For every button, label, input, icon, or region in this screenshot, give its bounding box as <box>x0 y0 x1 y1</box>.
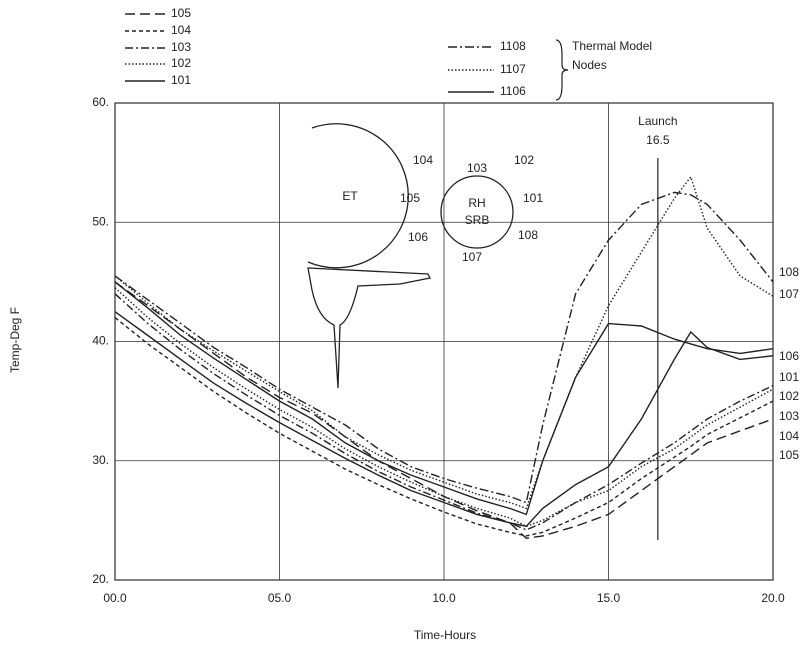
node-label: 105 <box>400 191 420 205</box>
node-label: 104 <box>413 153 433 167</box>
et-outline <box>307 123 409 269</box>
node-label: 106 <box>408 230 428 244</box>
fin-shape <box>307 267 431 389</box>
launch-value: 16.5 <box>646 133 670 147</box>
y-tick-label: 40. <box>92 334 109 348</box>
legend-label: 1108 <box>500 39 526 53</box>
srb-circle <box>440 175 514 249</box>
legend-label: 1106 <box>500 84 526 98</box>
x-tick-label: 20.0 <box>761 591 785 605</box>
launch-label: Launch <box>638 114 677 128</box>
node-label: 107 <box>462 250 482 264</box>
series-line <box>114 175 774 510</box>
y-tick-label: 20. <box>92 572 109 586</box>
legend-label: 104 <box>171 23 191 37</box>
series-line <box>114 317 774 537</box>
end-label: 105 <box>779 448 799 462</box>
legend-label: 101 <box>171 73 191 87</box>
y-tick-label: 30. <box>92 453 109 467</box>
x-tick-label: 10.0 <box>432 591 456 605</box>
et-label: ET <box>342 189 358 203</box>
x-tick-label: 00.0 <box>103 591 127 605</box>
legend-group-label: Thermal Model <box>572 39 652 53</box>
node-label: 108 <box>518 228 538 242</box>
end-label: 106 <box>779 349 799 363</box>
y-tick-label: 50. <box>92 214 109 228</box>
srb-label: RH <box>468 196 485 210</box>
series-line <box>114 311 774 528</box>
end-label: 108 <box>779 265 799 279</box>
legend-label: 102 <box>171 56 191 70</box>
series-line <box>114 191 774 504</box>
x-tick-label: 15.0 <box>597 591 621 605</box>
x-axis-label: Time-Hours <box>414 628 476 642</box>
end-label: 103 <box>779 409 799 423</box>
diagram <box>307 123 514 389</box>
node-label: 102 <box>514 153 534 167</box>
y-tick-label: 60. <box>92 95 109 109</box>
end-label: 104 <box>779 429 799 443</box>
legend-brace <box>555 39 569 101</box>
x-tick-label: 05.0 <box>268 591 292 605</box>
series-line <box>114 293 774 531</box>
node-label: 101 <box>523 191 543 205</box>
node-label: 103 <box>467 161 487 175</box>
legend-label: 105 <box>171 6 191 20</box>
series-line <box>114 281 774 540</box>
legend-label: 103 <box>171 40 191 54</box>
legend-label: 1107 <box>500 62 526 76</box>
y-axis-label: Temp-Deg F <box>8 307 22 373</box>
end-label: 101 <box>779 370 799 384</box>
srb-label: SRB <box>465 213 490 227</box>
end-label: 107 <box>779 287 799 301</box>
end-label: 102 <box>779 389 799 403</box>
legend-group-label: Nodes <box>572 58 607 72</box>
series-line <box>114 281 774 516</box>
